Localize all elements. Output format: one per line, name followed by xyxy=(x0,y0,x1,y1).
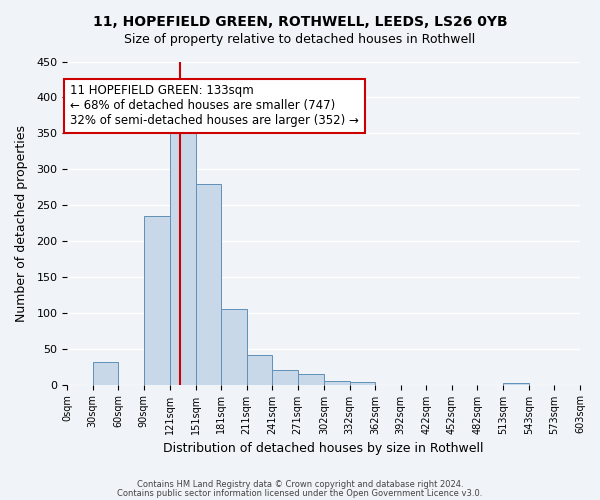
Text: Contains public sector information licensed under the Open Government Licence v3: Contains public sector information licen… xyxy=(118,489,482,498)
Bar xyxy=(272,370,298,384)
Bar xyxy=(247,355,272,384)
Bar xyxy=(196,184,221,384)
Bar xyxy=(170,124,196,384)
Bar xyxy=(503,383,529,384)
Text: Contains HM Land Registry data © Crown copyright and database right 2024.: Contains HM Land Registry data © Crown c… xyxy=(137,480,463,489)
Bar xyxy=(350,382,375,384)
Bar xyxy=(298,374,324,384)
Bar xyxy=(221,309,247,384)
Text: 11 HOPEFIELD GREEN: 133sqm
← 68% of detached houses are smaller (747)
32% of sem: 11 HOPEFIELD GREEN: 133sqm ← 68% of deta… xyxy=(70,84,359,128)
Text: Size of property relative to detached houses in Rothwell: Size of property relative to detached ho… xyxy=(124,32,476,46)
Y-axis label: Number of detached properties: Number of detached properties xyxy=(15,124,28,322)
Text: 11, HOPEFIELD GREEN, ROTHWELL, LEEDS, LS26 0YB: 11, HOPEFIELD GREEN, ROTHWELL, LEEDS, LS… xyxy=(92,15,508,29)
X-axis label: Distribution of detached houses by size in Rothwell: Distribution of detached houses by size … xyxy=(163,442,484,455)
Bar xyxy=(92,362,118,384)
Bar xyxy=(324,381,350,384)
Bar xyxy=(144,216,170,384)
